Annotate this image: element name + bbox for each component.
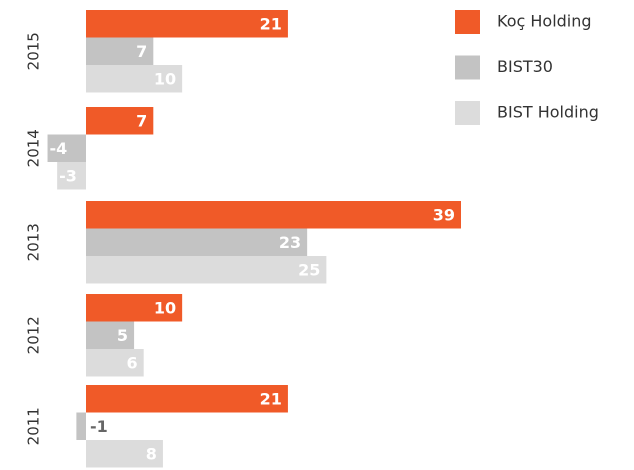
- value-label: 10: [154, 69, 176, 88]
- category-label: 2015: [25, 32, 43, 70]
- category-label: 2011: [25, 407, 43, 445]
- legend-label: BIST Holding: [497, 103, 599, 122]
- legend-swatch: [455, 101, 480, 125]
- bar: [86, 256, 327, 284]
- value-label: 7: [136, 111, 147, 130]
- legend-swatch: [455, 55, 480, 80]
- value-label: 10: [154, 298, 176, 317]
- value-label: 8: [146, 444, 157, 463]
- value-label: 6: [127, 353, 138, 372]
- bar: [86, 65, 183, 93]
- value-label: 7: [136, 42, 147, 61]
- bar: [86, 228, 308, 256]
- legend-swatch: [455, 10, 480, 34]
- value-label: 21: [260, 14, 282, 33]
- bar: [86, 349, 144, 377]
- bar: [86, 440, 163, 468]
- value-label: -1: [90, 417, 108, 436]
- value-label: 23: [279, 233, 301, 252]
- bar: [86, 201, 461, 229]
- bar: [57, 162, 86, 190]
- legend-label: BIST30: [497, 57, 553, 76]
- category-label: 2014: [25, 129, 43, 167]
- value-label: -3: [59, 166, 77, 185]
- value-label: 21: [260, 389, 282, 408]
- category-label: 2013: [25, 223, 43, 261]
- bar: [86, 107, 154, 135]
- bar: [47, 134, 86, 162]
- bar: [86, 37, 154, 65]
- bar: [86, 294, 183, 322]
- category-label: 2012: [25, 316, 43, 354]
- value-label: 5: [117, 326, 128, 345]
- value-label: 39: [433, 205, 455, 224]
- legend-label: Koç Holding: [497, 12, 592, 31]
- bar: [86, 385, 288, 413]
- value-label: 25: [298, 260, 320, 279]
- bar: [76, 412, 86, 440]
- bar: [86, 321, 135, 349]
- value-label: -4: [50, 139, 68, 158]
- bar: [86, 10, 288, 38]
